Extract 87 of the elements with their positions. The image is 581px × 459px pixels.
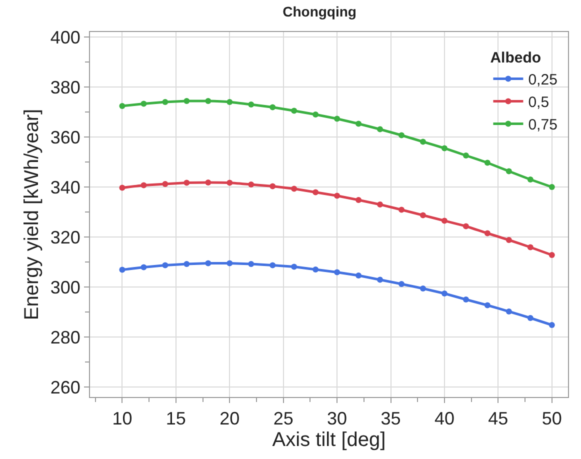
point — [398, 132, 405, 138]
point — [441, 218, 448, 224]
point — [291, 186, 298, 192]
point — [119, 103, 126, 109]
point — [184, 98, 190, 104]
point — [420, 212, 426, 218]
legend-title: Albedo — [490, 49, 542, 66]
y-tick-label: 260 — [50, 377, 80, 398]
point — [462, 223, 469, 230]
point — [140, 264, 147, 270]
point — [119, 266, 126, 273]
point — [291, 264, 298, 270]
point — [248, 261, 254, 267]
point — [462, 152, 469, 158]
point — [334, 269, 340, 276]
legend-label: 0,5 — [528, 94, 550, 112]
y-tick-label: 360 — [50, 127, 80, 148]
point — [312, 266, 319, 272]
y-tick-label: 340 — [50, 177, 80, 198]
point — [527, 176, 534, 182]
x-tick-label: 15 — [166, 408, 186, 429]
point — [205, 180, 212, 186]
point — [162, 99, 168, 105]
x-tick-label: 25 — [273, 408, 294, 429]
point — [527, 244, 534, 250]
point — [441, 145, 448, 152]
point — [334, 192, 340, 199]
point — [377, 126, 384, 132]
point — [205, 98, 212, 104]
point — [140, 182, 147, 188]
point — [140, 100, 147, 107]
point — [377, 276, 384, 283]
point — [356, 120, 362, 127]
point — [398, 206, 405, 213]
x-tick-label: 50 — [542, 408, 562, 429]
point — [119, 184, 126, 191]
point — [184, 180, 190, 186]
y-axis-title: Energy yield [kWh/year] — [20, 108, 43, 320]
point — [398, 281, 405, 287]
point — [312, 112, 319, 118]
point — [548, 252, 555, 258]
point — [420, 138, 426, 145]
y-tick-label: 280 — [50, 327, 80, 348]
point — [484, 302, 490, 308]
point — [506, 308, 512, 314]
point — [248, 102, 254, 108]
point — [226, 99, 233, 105]
point — [506, 168, 512, 174]
x-tick-label: 35 — [380, 408, 401, 429]
point — [270, 262, 276, 268]
legend-label: 0,75 — [528, 116, 558, 134]
chart-title: Chongqing — [282, 4, 356, 20]
point — [420, 286, 426, 292]
y-tick-label: 300 — [50, 277, 80, 298]
point — [484, 230, 490, 236]
point — [506, 237, 512, 243]
x-tick-label: 10 — [112, 408, 132, 429]
x-tick-label: 40 — [434, 408, 454, 429]
y-tick-label: 320 — [50, 227, 80, 248]
point — [441, 290, 448, 296]
point — [184, 261, 190, 267]
x-tick-label: 20 — [220, 408, 240, 429]
point — [270, 104, 276, 110]
point — [248, 182, 254, 188]
point — [548, 184, 555, 190]
point — [270, 183, 276, 190]
y-tick-label: 400 — [50, 27, 80, 48]
point — [205, 260, 212, 266]
point — [162, 181, 168, 187]
point — [462, 296, 469, 302]
point — [484, 160, 490, 166]
point — [377, 202, 384, 208]
point — [291, 108, 298, 114]
point — [226, 260, 233, 266]
point — [334, 116, 340, 122]
legend-label: 0,25 — [528, 72, 558, 89]
x-tick-label: 45 — [488, 408, 508, 429]
point — [312, 189, 319, 196]
point — [356, 197, 362, 203]
x-tick-label: 30 — [327, 408, 348, 429]
point — [356, 272, 362, 278]
point — [548, 322, 555, 328]
x-axis-title: Axis tilt [deg] — [272, 429, 386, 452]
point — [527, 315, 534, 321]
y-tick-label: 380 — [50, 77, 80, 98]
point — [162, 262, 168, 268]
point — [226, 180, 233, 186]
